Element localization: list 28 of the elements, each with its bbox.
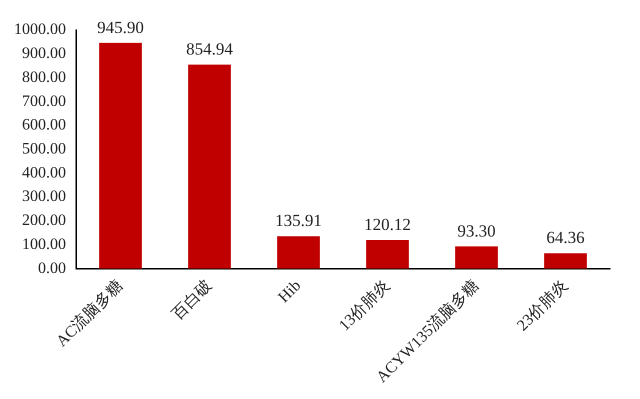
- y-tick-label: 100.00: [22, 236, 66, 253]
- data-label: 93.30: [457, 221, 496, 240]
- data-label: 945.90: [97, 18, 144, 37]
- bar: [99, 42, 142, 269]
- y-tick-label: 200.00: [22, 212, 66, 230]
- bar: [188, 64, 231, 269]
- x-tick-label: 百白破: [168, 276, 216, 324]
- x-tick-label: 23价肺炎: [514, 277, 572, 334]
- bar: [366, 240, 409, 269]
- y-tick-label: 900.00: [22, 45, 66, 62]
- x-tick-label: AC流脑多糖: [52, 276, 126, 350]
- bar: [544, 253, 587, 269]
- data-label: 64.36: [546, 228, 585, 248]
- y-tick-label: 600.00: [22, 116, 66, 134]
- y-tick-label: 0.00: [38, 260, 66, 277]
- y-tick-label: 700.00: [22, 92, 66, 110]
- bar: [455, 246, 498, 269]
- y-tick-label: 500.00: [22, 140, 66, 158]
- x-tick-label: 13价肺炎: [336, 277, 394, 334]
- data-label: 120.12: [364, 214, 411, 234]
- y-tick-label: 800.00: [22, 68, 66, 86]
- y-tick-label: 400.00: [22, 164, 66, 182]
- y-tick-label: 300.00: [22, 188, 66, 206]
- y-tick-label: 1000.00: [14, 21, 66, 38]
- data-label: 854.94: [186, 40, 234, 59]
- x-tick-label: Hib: [275, 277, 304, 306]
- data-label: 135.91: [275, 211, 322, 230]
- bar: [277, 236, 320, 269]
